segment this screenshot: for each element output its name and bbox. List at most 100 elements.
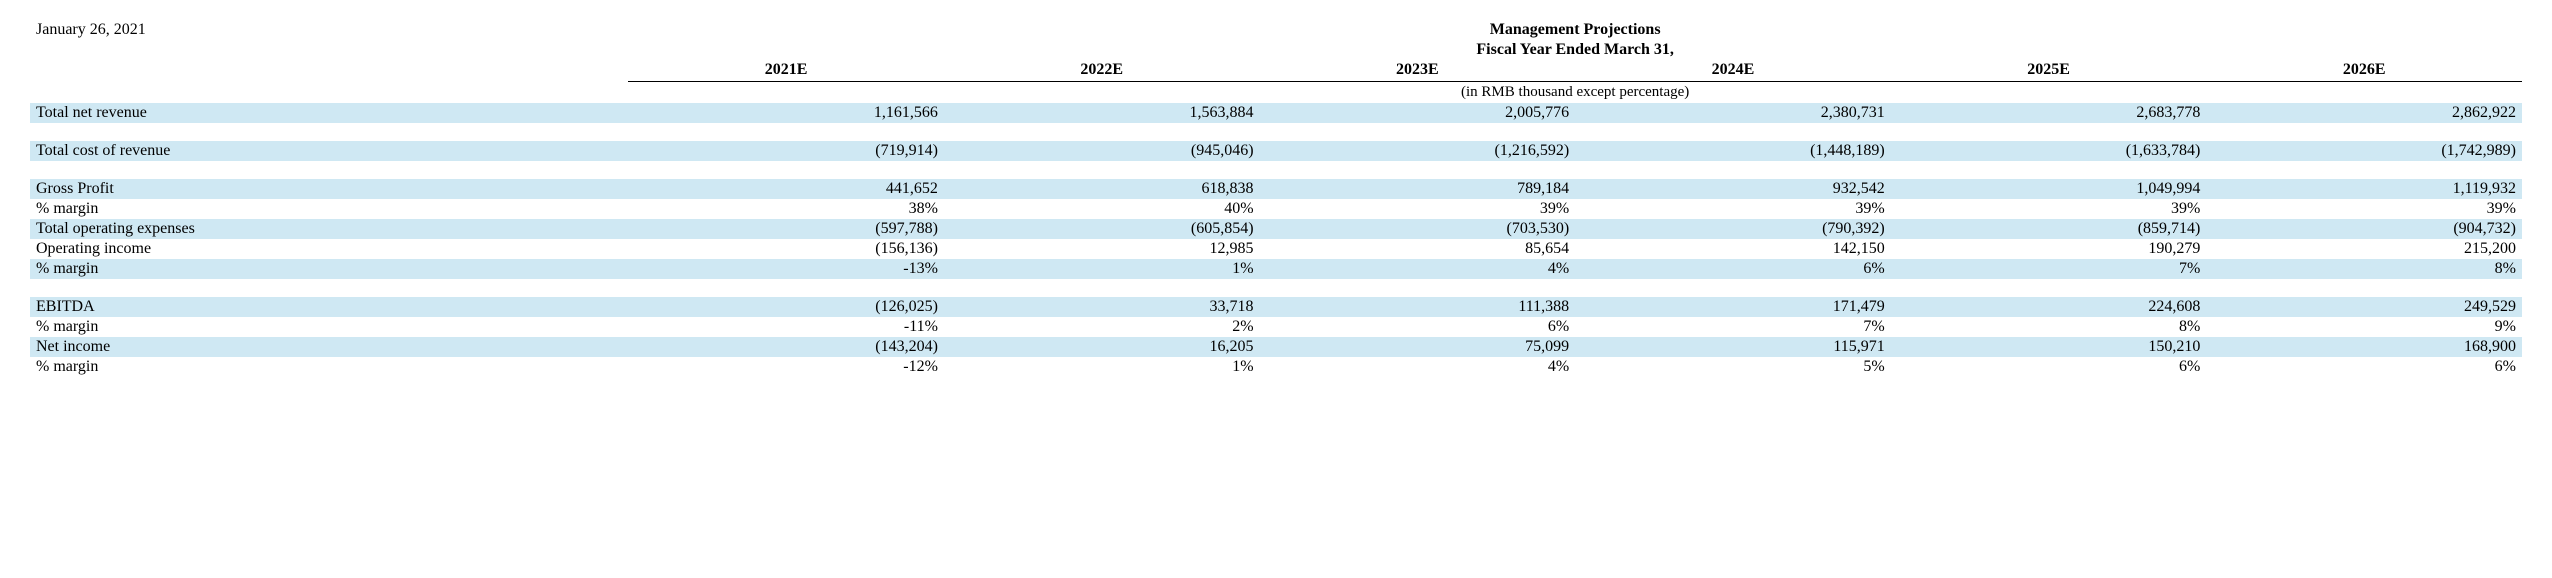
cell-value: 115,971	[1575, 337, 1891, 357]
cell-value: (597,788)	[628, 219, 944, 239]
cell-value: 1%	[944, 357, 1260, 377]
cell-value: 789,184	[1260, 179, 1576, 199]
cell-value: 2,380,731	[1575, 103, 1891, 123]
col-header-4: 2025E	[2027, 61, 2070, 78]
cell-value: 6%	[1260, 317, 1576, 337]
col-header-0: 2021E	[765, 61, 808, 78]
cell-value: 1%	[944, 259, 1260, 279]
cell-value: 12,985	[944, 239, 1260, 259]
table-row: % margin-11%2%6%7%8%9%	[30, 317, 2522, 337]
cell-value: (945,046)	[944, 141, 1260, 161]
projections-table-container: January 26, 2021 Management Projections …	[30, 20, 2522, 377]
cell-value: 9%	[2206, 317, 2522, 337]
cell-value: 8%	[2206, 259, 2522, 279]
table-row: % margin-13%1%4%6%7%8%	[30, 259, 2522, 279]
row-label: Net income	[30, 337, 628, 357]
cell-value: 215,200	[2206, 239, 2522, 259]
cell-value: (1,448,189)	[1575, 141, 1891, 161]
cell-value: (605,854)	[944, 219, 1260, 239]
table-row: Operating income(156,136)12,98585,654142…	[30, 239, 2522, 259]
cell-value: 150,210	[1891, 337, 2207, 357]
table-row: EBITDA(126,025)33,718111,388171,479224,6…	[30, 297, 2522, 317]
cell-value: 6%	[2206, 357, 2522, 377]
cell-value: 249,529	[2206, 297, 2522, 317]
col-header-5: 2026E	[2343, 61, 2386, 78]
header-title-1: Management Projections	[1490, 21, 1661, 38]
row-label: Total operating expenses	[30, 219, 628, 239]
table-row	[30, 123, 2522, 141]
table-row: % margin38%40%39%39%39%39%	[30, 199, 2522, 219]
cell-value: 1,161,566	[628, 103, 944, 123]
row-label: Operating income	[30, 239, 628, 259]
cell-value: 6%	[1891, 357, 2207, 377]
cell-value: 5%	[1575, 357, 1891, 377]
col-header-3: 2024E	[1712, 61, 1755, 78]
cell-value: -13%	[628, 259, 944, 279]
table-body: Total net revenue1,161,5661,563,8842,005…	[30, 103, 2522, 377]
cell-value: 441,652	[628, 179, 944, 199]
cell-value: (1,633,784)	[1891, 141, 2207, 161]
cell-value: (1,742,989)	[2206, 141, 2522, 161]
cell-value: -12%	[628, 357, 944, 377]
document-date: January 26, 2021	[36, 21, 146, 38]
table-header: January 26, 2021 Management Projections …	[30, 20, 2522, 103]
cell-value: 1,119,932	[2206, 179, 2522, 199]
cell-value: 7%	[1575, 317, 1891, 337]
cell-value: 2,862,922	[2206, 103, 2522, 123]
cell-value: 39%	[2206, 199, 2522, 219]
row-label: Gross Profit	[30, 179, 628, 199]
table-row: % margin-12%1%4%5%6%6%	[30, 357, 2522, 377]
cell-value: (156,136)	[628, 239, 944, 259]
cell-value: (904,732)	[2206, 219, 2522, 239]
projections-table: January 26, 2021 Management Projections …	[30, 20, 2522, 377]
cell-value: 75,099	[1260, 337, 1576, 357]
cell-value: 171,479	[1575, 297, 1891, 317]
cell-value: (719,914)	[628, 141, 944, 161]
table-row	[30, 161, 2522, 179]
cell-value: 85,654	[1260, 239, 1576, 259]
cell-value: 190,279	[1891, 239, 2207, 259]
cell-value: 2%	[944, 317, 1260, 337]
cell-value: 111,388	[1260, 297, 1576, 317]
table-row	[30, 279, 2522, 297]
row-label: Total cost of revenue	[30, 141, 628, 161]
cell-value: 39%	[1575, 199, 1891, 219]
cell-value: 33,718	[944, 297, 1260, 317]
cell-value: 2,683,778	[1891, 103, 2207, 123]
unit-note: (in RMB thousand except percentage)	[1461, 84, 1689, 100]
cell-value: (126,025)	[628, 297, 944, 317]
cell-value: 1,049,994	[1891, 179, 2207, 199]
col-header-1: 2022E	[1080, 61, 1123, 78]
cell-value: (143,204)	[628, 337, 944, 357]
table-row: Gross Profit441,652618,838789,184932,542…	[30, 179, 2522, 199]
cell-value: -11%	[628, 317, 944, 337]
cell-value: 1,563,884	[944, 103, 1260, 123]
cell-value: 6%	[1575, 259, 1891, 279]
cell-value: 4%	[1260, 357, 1576, 377]
table-row: Net income(143,204)16,20575,099115,97115…	[30, 337, 2522, 357]
cell-value: 40%	[944, 199, 1260, 219]
cell-value: 16,205	[944, 337, 1260, 357]
cell-value: (703,530)	[1260, 219, 1576, 239]
row-label: EBITDA	[30, 297, 628, 317]
table-row: Total net revenue1,161,5661,563,8842,005…	[30, 103, 2522, 123]
cell-value: 224,608	[1891, 297, 2207, 317]
header-title-2: Fiscal Year Ended March 31,	[1476, 41, 1673, 58]
row-label: % margin	[30, 357, 628, 377]
cell-value: 618,838	[944, 179, 1260, 199]
cell-value: 142,150	[1575, 239, 1891, 259]
cell-value: 2,005,776	[1260, 103, 1576, 123]
cell-value: 932,542	[1575, 179, 1891, 199]
cell-value: 4%	[1260, 259, 1576, 279]
cell-value: (1,216,592)	[1260, 141, 1576, 161]
row-label: % margin	[30, 199, 628, 219]
cell-value: 168,900	[2206, 337, 2522, 357]
row-label: % margin	[30, 259, 628, 279]
cell-value: 7%	[1891, 259, 2207, 279]
cell-value: (859,714)	[1891, 219, 2207, 239]
table-row: Total cost of revenue(719,914)(945,046)(…	[30, 141, 2522, 161]
cell-value: (790,392)	[1575, 219, 1891, 239]
table-row: Total operating expenses(597,788)(605,85…	[30, 219, 2522, 239]
cell-value: 39%	[1260, 199, 1576, 219]
cell-value: 8%	[1891, 317, 2207, 337]
